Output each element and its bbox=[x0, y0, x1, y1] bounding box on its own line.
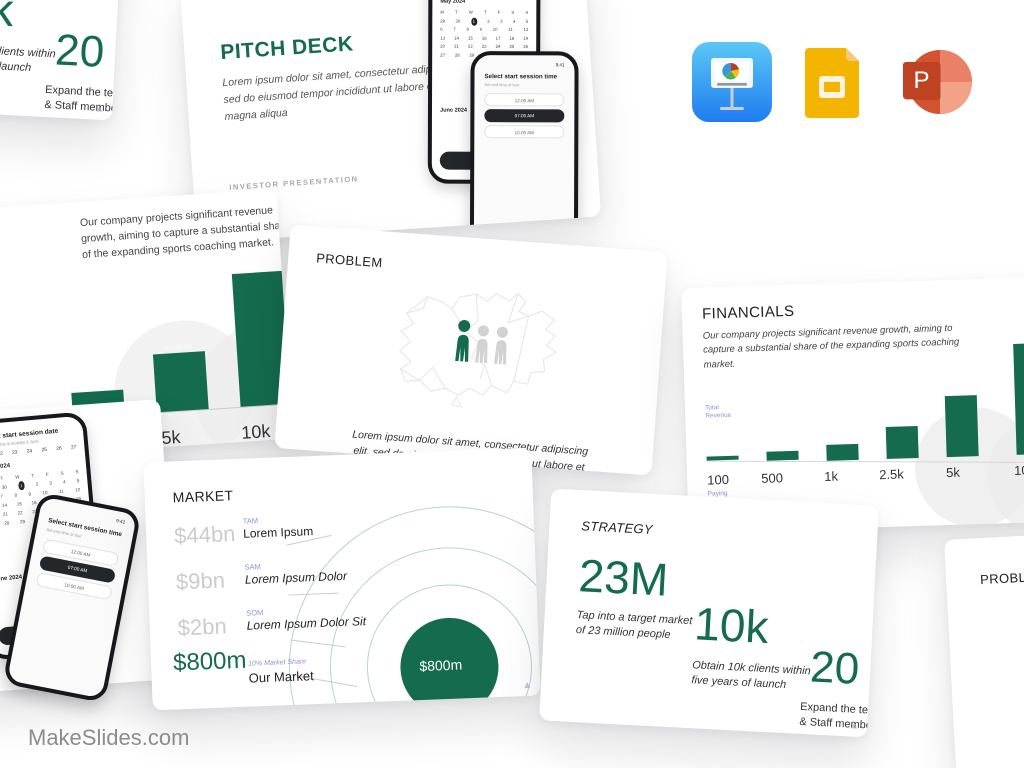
svg-text:P: P bbox=[913, 67, 929, 94]
